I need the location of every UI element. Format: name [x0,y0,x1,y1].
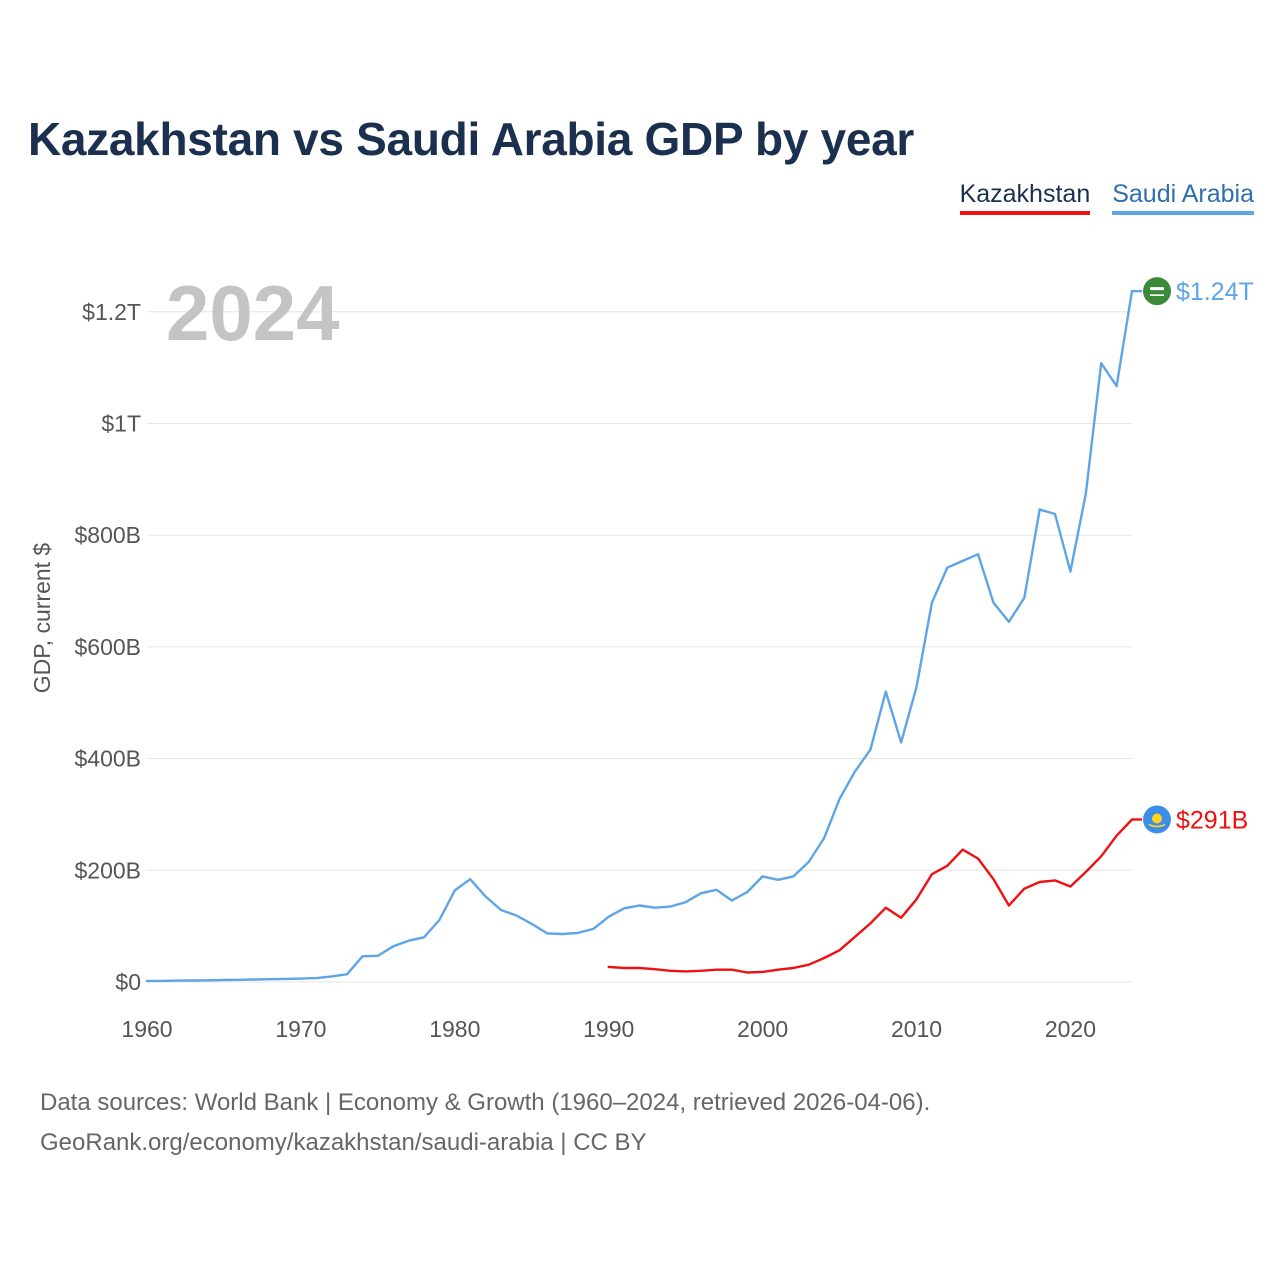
legend: Kazakhstan Saudi Arabia [959,180,1254,215]
x-tick-label: 2020 [1045,1016,1096,1042]
x-tick-label: 1970 [275,1016,326,1042]
y-tick-label: $600B [74,634,141,660]
x-tick-label: 2010 [891,1016,942,1042]
gdp-line-chart: $0 $200B $400B $600B $800B $1T $1.2T 1960 1970 19… [29,269,1254,1042]
kazakhstan-flag-icon [1143,805,1171,834]
series-line-saudi-arabia [145,289,1134,983]
y-tick-label: $200B [74,857,141,883]
x-tick-label: 1960 [121,1016,172,1042]
y-tick-label: $800B [74,522,141,548]
y-tick-label: $400B [74,746,141,772]
footer-attribution[interactable]: GeoRank.org/economy/kazakhstan/saudi-ara… [40,1129,647,1156]
y-tick-label: $1.2T [82,299,141,325]
series-end-value-label: $291B [1176,806,1248,834]
footer: Data sources: World Bank | Economy & Gro… [40,1083,930,1163]
x-tick-label: 1980 [429,1016,480,1042]
current-year-label: 2024 [166,269,340,357]
y-tick-label: $0 [115,969,141,995]
series-line-kazakhstan [607,818,1134,974]
x-tick-label: 2000 [737,1016,788,1042]
flag-script [1150,287,1164,291]
legend-item-kazakhstan[interactable]: Kazakhstan [959,180,1091,215]
series-end-value-label: $1.24T [1176,278,1254,306]
footer-sources: Data sources: World Bank | Economy & Gro… [40,1089,931,1116]
y-axis-label: GDP, current $ [29,543,55,694]
x-tick-label: 1990 [583,1016,634,1042]
chart-title: Kazakhstan vs Saudi Arabia GDP by year [28,113,914,165]
flag-sun [1152,813,1162,824]
flag-eagle [1148,823,1166,828]
legend-item-saudi-arabia[interactable]: Saudi Arabia [1112,180,1254,215]
y-tick-label: $1T [101,411,141,437]
saudi-arabia-flag-icon [1143,277,1171,306]
flag-background [1143,277,1171,306]
